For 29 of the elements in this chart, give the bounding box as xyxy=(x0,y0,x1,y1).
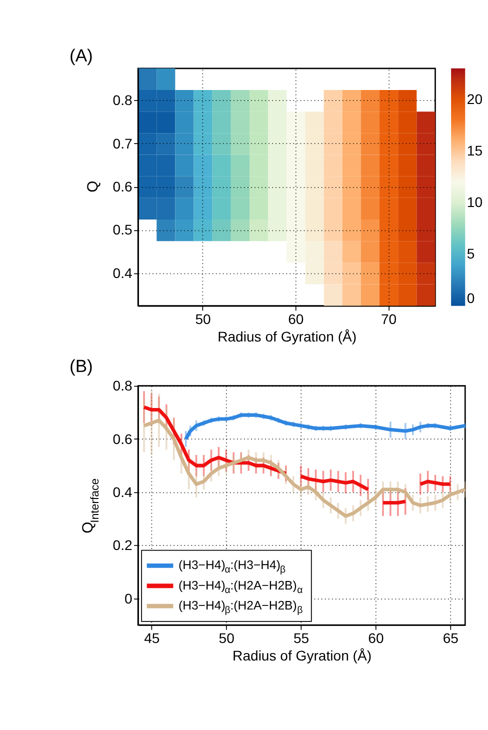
x-tick-label: 45 xyxy=(144,630,160,646)
x-tick-label: 65 xyxy=(442,630,459,646)
color-bar-label: 5 xyxy=(466,246,475,262)
y-axis-title: QInterface xyxy=(79,478,102,534)
y-tick-label: 0.7 xyxy=(112,135,133,152)
y-axis-title: Q xyxy=(84,180,102,192)
x-tick-label: 60 xyxy=(368,630,384,646)
y-tick-label: 0.6 xyxy=(112,178,133,195)
y-tick-label: 0.4 xyxy=(112,484,133,500)
x-tick-label: 50 xyxy=(218,630,235,646)
x-axis-title: Radius of Gyration (Å) xyxy=(218,328,357,344)
y-tick-label: 0.4 xyxy=(112,264,133,281)
color-bar-label: 20 xyxy=(466,90,483,107)
y-tick-label: 0.2 xyxy=(112,537,133,554)
y-tick-label: 0.6 xyxy=(112,430,133,447)
y-tick-label: 0 xyxy=(124,590,133,606)
x-tick-label: 55 xyxy=(293,630,310,646)
chart-title: (A) xyxy=(69,45,93,66)
y-tick-label: 0.5 xyxy=(112,222,133,238)
color-bar-label: 0 xyxy=(466,290,475,306)
y-tick-label: 0.8 xyxy=(112,378,133,394)
x-axis-title: Radius of Gyration (Å) xyxy=(232,648,372,664)
color-bar-label: 15 xyxy=(466,142,483,158)
color-bar-label: 10 xyxy=(466,194,483,210)
y-tick-label: 0.8 xyxy=(112,92,133,108)
x-tick-label: 70 xyxy=(380,310,397,327)
chart-title: (B) xyxy=(69,356,93,376)
x-tick-label: 60 xyxy=(288,310,304,327)
x-tick-label: 50 xyxy=(195,310,212,327)
